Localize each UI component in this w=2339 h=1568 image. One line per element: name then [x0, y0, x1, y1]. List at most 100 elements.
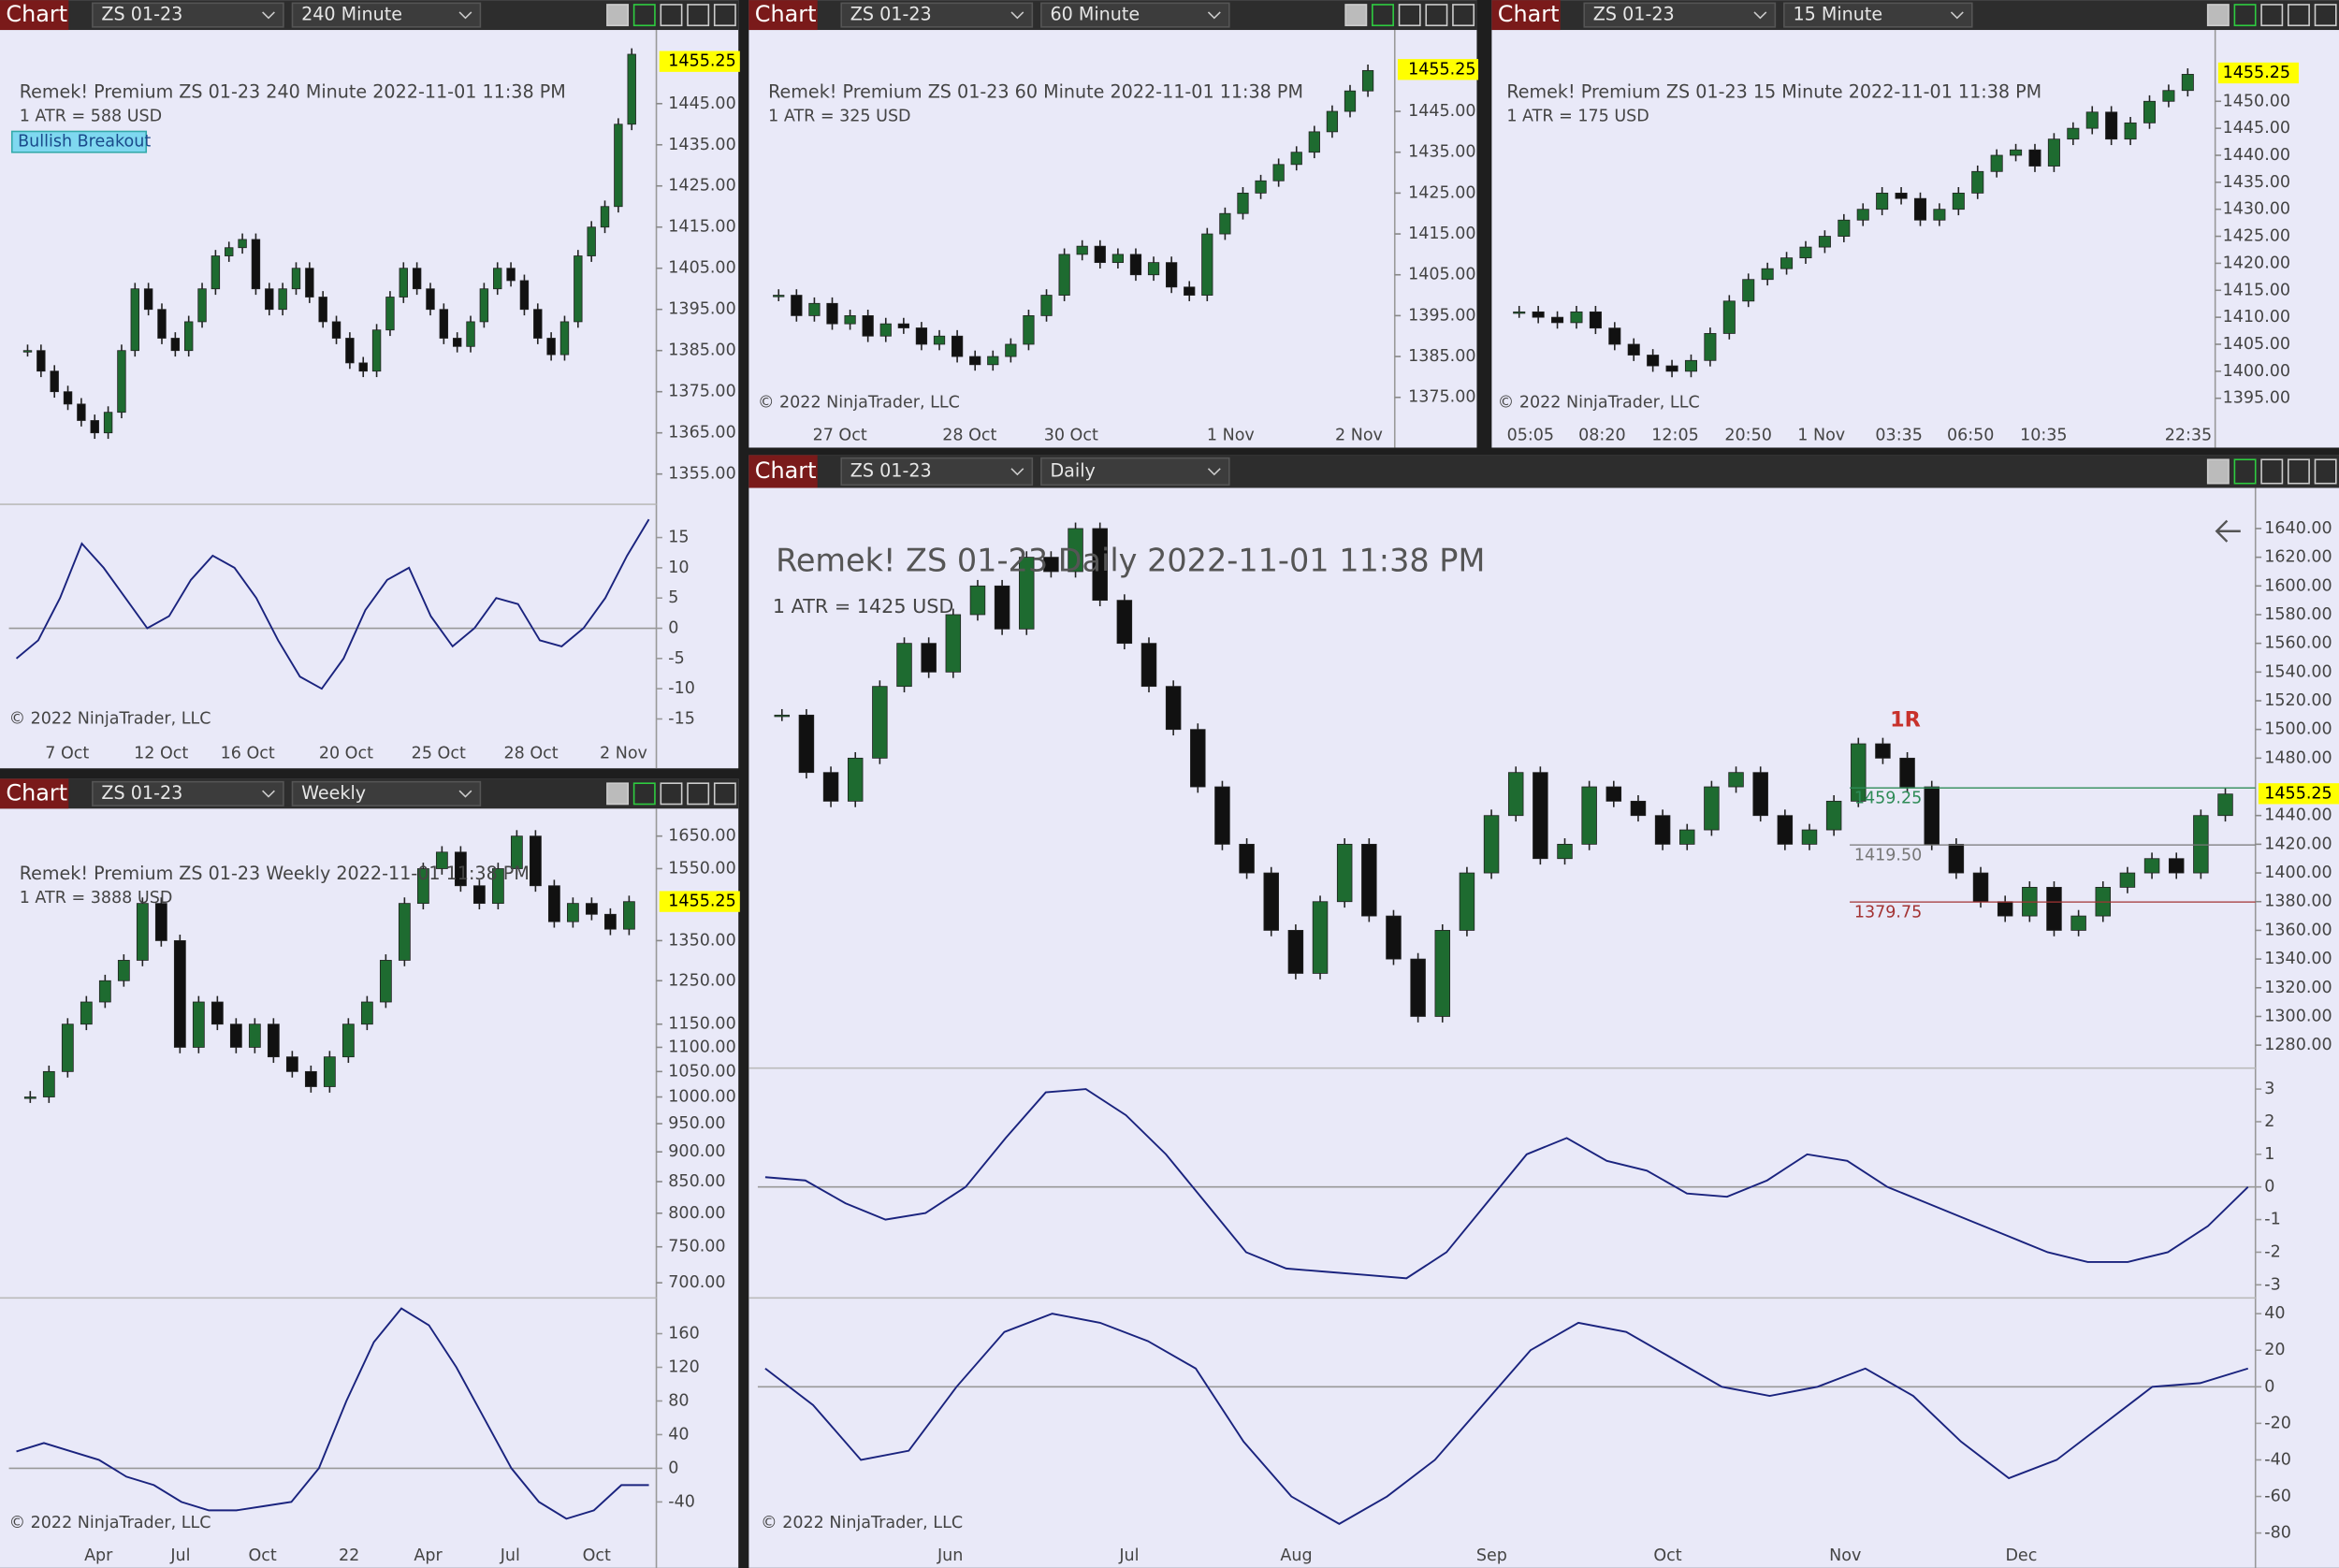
- dropdown-arrow[interactable]: [262, 790, 275, 798]
- candle: [1040, 295, 1053, 316]
- copyright: © 2022 NinjaTrader, LLC: [758, 394, 960, 413]
- dropdown-arrow[interactable]: [262, 11, 275, 20]
- dropdown-arrow[interactable]: [458, 11, 472, 20]
- interval-label[interactable]: Daily: [1050, 459, 1095, 481]
- tab-label[interactable]: Chart: [1498, 1, 1560, 27]
- window-button[interactable]: [2233, 458, 2257, 485]
- instrument-dropdown[interactable]: [92, 2, 284, 28]
- window-button[interactable]: [2260, 458, 2284, 485]
- dropdown-arrow[interactable]: [1207, 468, 1221, 476]
- window-button[interactable]: [713, 4, 736, 27]
- candle: [2028, 149, 2041, 167]
- level-label: 1379.75: [1854, 903, 1922, 922]
- window-button[interactable]: [1372, 4, 1394, 27]
- candle: [1532, 311, 1545, 318]
- window-button[interactable]: [2287, 4, 2310, 27]
- interval-label[interactable]: 240 Minute: [301, 4, 402, 25]
- price-tick-label: 1395.00: [2223, 389, 2290, 408]
- window-button[interactable]: [1452, 4, 1475, 27]
- back-arrow[interactable]: [2215, 519, 2241, 543]
- chart-tab[interactable]: [0, 778, 69, 809]
- indicator-tick-label: 0: [2264, 1178, 2274, 1197]
- candle: [170, 338, 181, 352]
- price-tick-label: 1405.00: [1408, 266, 1475, 284]
- chart-tab[interactable]: [748, 455, 818, 488]
- window-button[interactable]: [687, 4, 710, 27]
- price-tick-label: 800.00: [668, 1204, 725, 1223]
- window-button[interactable]: [2206, 458, 2230, 485]
- dropdown-arrow[interactable]: [1010, 11, 1024, 20]
- candle: [1344, 90, 1357, 112]
- window-button[interactable]: [2287, 458, 2310, 485]
- window-button[interactable]: [1344, 4, 1368, 27]
- candle: [1684, 359, 1698, 372]
- chart-tab[interactable]: [0, 0, 69, 31]
- chart-tab[interactable]: [748, 0, 818, 31]
- interval-label[interactable]: Weekly: [301, 782, 366, 804]
- window-button[interactable]: [2206, 4, 2230, 27]
- interval-dropdown[interactable]: [291, 2, 482, 28]
- instrument-label[interactable]: ZS 01-23: [1593, 4, 1675, 25]
- interval-label[interactable]: 60 Minute: [1050, 4, 1140, 25]
- candle: [1647, 355, 1660, 367]
- price-tick-label: 750.00: [668, 1238, 725, 1256]
- chart-tab[interactable]: [1491, 0, 1561, 31]
- window-button[interactable]: [1425, 4, 1448, 27]
- instrument-label[interactable]: ZS 01-23: [850, 4, 932, 25]
- dropdown-arrow[interactable]: [1207, 11, 1221, 20]
- interval-dropdown[interactable]: [291, 780, 482, 806]
- chart-title: Remek! Premium ZS 01-23 15 Minute 2022-1…: [1506, 81, 2041, 103]
- interval-dropdown[interactable]: [1040, 2, 1230, 28]
- tab-label[interactable]: Chart: [755, 457, 817, 484]
- candle: [1507, 772, 1524, 817]
- instrument-dropdown[interactable]: [92, 780, 284, 806]
- chart-title: Remek! Premium ZS 01-23 60 Minute 2022-1…: [768, 81, 1303, 103]
- candle: [808, 302, 821, 316]
- window-button[interactable]: [660, 782, 683, 806]
- tab-label[interactable]: Chart: [755, 1, 817, 27]
- candle: [1184, 286, 1196, 296]
- dropdown-arrow[interactable]: [1950, 11, 1964, 20]
- window-button[interactable]: [606, 782, 630, 806]
- price-tick-label: 1365.00: [668, 424, 735, 443]
- dropdown-arrow[interactable]: [1753, 11, 1767, 20]
- candle: [1608, 327, 1621, 345]
- instrument-label[interactable]: ZS 01-23: [101, 4, 182, 25]
- window-button[interactable]: [632, 4, 656, 27]
- window-button[interactable]: [2314, 458, 2337, 485]
- candle: [61, 1024, 74, 1072]
- candle: [318, 297, 327, 323]
- interval-dropdown[interactable]: [1783, 2, 1973, 28]
- dropdown-arrow[interactable]: [458, 790, 472, 798]
- interval-label[interactable]: 15 Minute: [1793, 4, 1882, 25]
- window-button[interactable]: [660, 4, 683, 27]
- tab-label[interactable]: Chart: [6, 1, 67, 27]
- price-tick-label: 1425.00: [2223, 227, 2290, 246]
- window-button[interactable]: [2233, 4, 2257, 27]
- instrument-label[interactable]: ZS 01-23: [850, 459, 932, 481]
- x-tick-label: Aug: [1280, 1546, 1312, 1565]
- chart-title: Remek! Premium ZS 01-23 240 Minute 2022-…: [20, 81, 566, 103]
- instrument-dropdown[interactable]: [1583, 2, 1777, 28]
- dropdown-arrow[interactable]: [1010, 468, 1024, 476]
- window-button[interactable]: [2314, 4, 2337, 27]
- window-button[interactable]: [713, 782, 736, 806]
- interval-dropdown[interactable]: [1040, 457, 1230, 486]
- window-button[interactable]: [632, 782, 656, 806]
- instrument-dropdown[interactable]: [840, 457, 1034, 486]
- window-button[interactable]: [687, 782, 710, 806]
- x-tick-label: 22: [339, 1546, 359, 1565]
- price-tick-label: 1380.00: [2264, 893, 2332, 911]
- indicator-tick-label: 2: [2264, 1112, 2274, 1131]
- x-tick-label: 20 Oct: [319, 744, 373, 762]
- tab-label[interactable]: Chart: [6, 779, 67, 806]
- instrument-label[interactable]: ZS 01-23: [101, 782, 182, 804]
- candle: [547, 885, 560, 922]
- window-button[interactable]: [2260, 4, 2284, 27]
- window-button[interactable]: [606, 4, 630, 27]
- instrument-dropdown[interactable]: [840, 2, 1034, 28]
- window-button[interactable]: [1398, 4, 1421, 27]
- candle: [847, 757, 864, 802]
- oscillator-line: [16, 1307, 649, 1520]
